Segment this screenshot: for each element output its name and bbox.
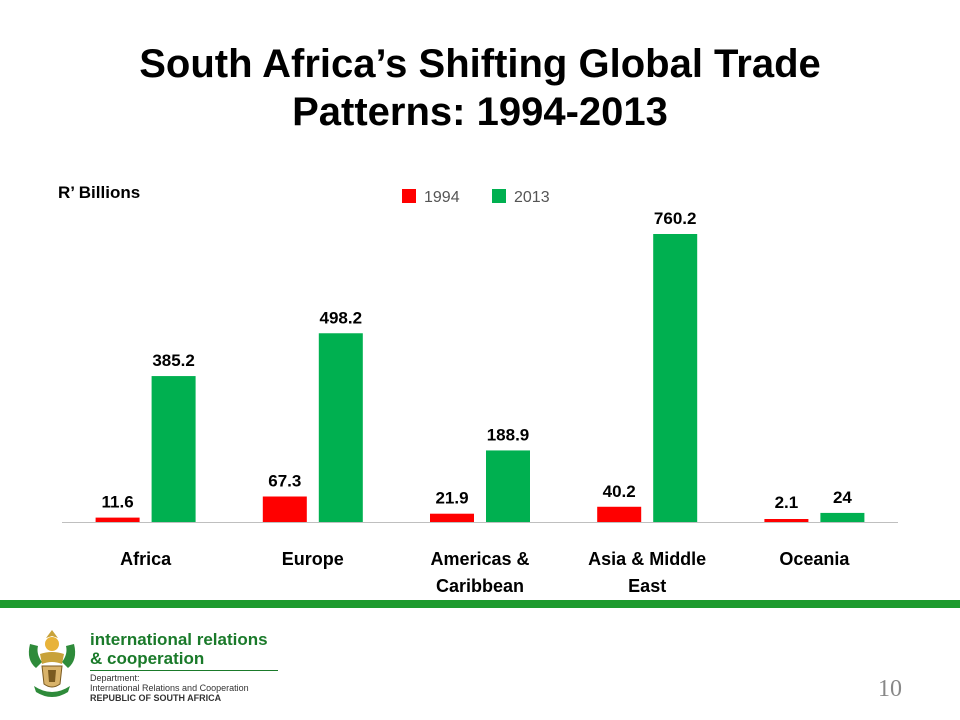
org-divider: [90, 670, 278, 671]
footer-branding: international relations & cooperation De…: [22, 624, 282, 703]
bar-1994-3: [597, 506, 642, 522]
bar-1994-4: [764, 519, 809, 522]
data-label-1994-1: 67.3: [268, 472, 301, 491]
org-name-line-1: international relations: [90, 630, 268, 649]
legend-label-2013: 2013: [514, 189, 550, 206]
bar-2013-4: [820, 512, 865, 522]
org-name-line-2: & cooperation: [90, 649, 205, 668]
data-label-1994-4: 2.1: [775, 493, 799, 512]
bar-2013-3: [653, 234, 698, 522]
bar-1994-2: [430, 513, 474, 522]
bar-1994-0: [95, 517, 140, 522]
category-label-3-1: East: [628, 576, 666, 596]
category-label-2-1: Caribbean: [436, 576, 524, 596]
data-label-2013-4: 24: [833, 488, 852, 507]
bar-2013-2: [486, 450, 530, 522]
bar-2013-0: [151, 376, 196, 522]
data-label-2013-2: 188.9: [487, 425, 530, 444]
legend-swatch-2013: [492, 189, 506, 203]
legend-swatch-1994: [402, 189, 416, 203]
bar-1994-1: [262, 496, 307, 522]
country-name: REPUBLIC OF SOUTH AFRICA: [90, 693, 222, 703]
category-label-0-0: Africa: [120, 549, 172, 569]
legend-label-1994: 1994: [424, 189, 460, 206]
slide-title: South Africa’s Shifting Global Trade Pat…: [0, 40, 960, 136]
category-label-2-0: Americas &: [430, 549, 529, 569]
category-label-3-0: Asia & Middle: [588, 549, 706, 569]
title-line-2: Patterns: 1994-2013: [292, 90, 668, 134]
data-label-1994-3: 40.2: [603, 482, 636, 501]
bar-chart: R’ Billions 1994 2013 11.6 385.2 Africa 67.3 49…: [58, 183, 898, 596]
dept-name: International Relations and Cooperation: [90, 683, 249, 693]
data-label-2013-1: 498.2: [320, 308, 363, 327]
category-label-4-0: Oceania: [779, 549, 850, 569]
dept-label: Department:: [90, 673, 140, 683]
data-label-2013-0: 385.2: [152, 351, 195, 370]
category-label-1-0: Europe: [282, 549, 344, 569]
y-axis-label: R’ Billions: [58, 183, 140, 202]
data-label-2013-3: 760.2: [654, 209, 697, 228]
data-label-1994-0: 11.6: [102, 493, 134, 512]
coat-of-arms-icon: [28, 630, 76, 697]
title-line-1: South Africa’s Shifting Global Trade: [139, 42, 821, 86]
data-label-1994-2: 21.9: [435, 489, 468, 508]
footer-divider: [0, 600, 960, 608]
page-number: 10: [878, 676, 902, 702]
bar-2013-1: [318, 333, 363, 522]
